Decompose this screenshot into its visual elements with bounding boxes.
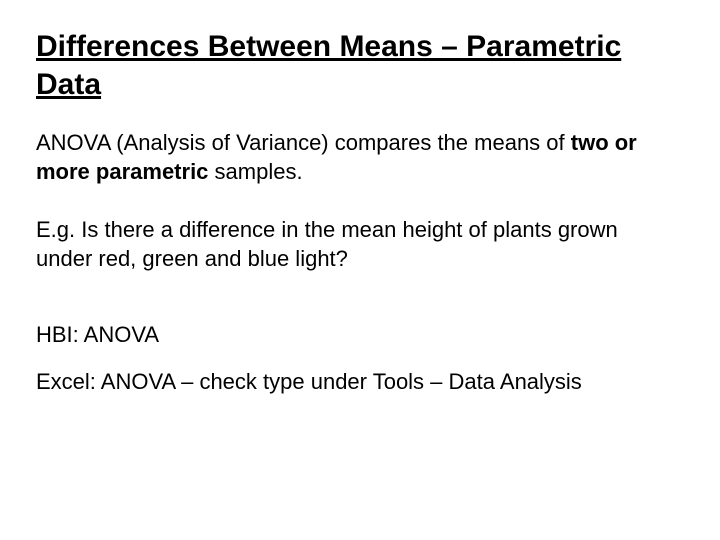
- paragraph-anova-definition: ANOVA (Analysis of Variance) compares th…: [36, 129, 680, 186]
- slide-container: Differences Between Means – Parametric D…: [0, 0, 720, 540]
- paragraph-example: E.g. Is there a difference in the mean h…: [36, 216, 680, 273]
- slide-body: ANOVA (Analysis of Variance) compares th…: [36, 129, 680, 397]
- paragraph-hbi: HBI: ANOVA: [36, 321, 680, 350]
- paragraph-excel: Excel: ANOVA – check type under Tools – …: [36, 368, 680, 397]
- p1-prefix: ANOVA (Analysis of Variance) compares th…: [36, 130, 571, 155]
- p1-suffix: samples.: [208, 159, 302, 184]
- slide-title: Differences Between Means – Parametric D…: [36, 28, 680, 103]
